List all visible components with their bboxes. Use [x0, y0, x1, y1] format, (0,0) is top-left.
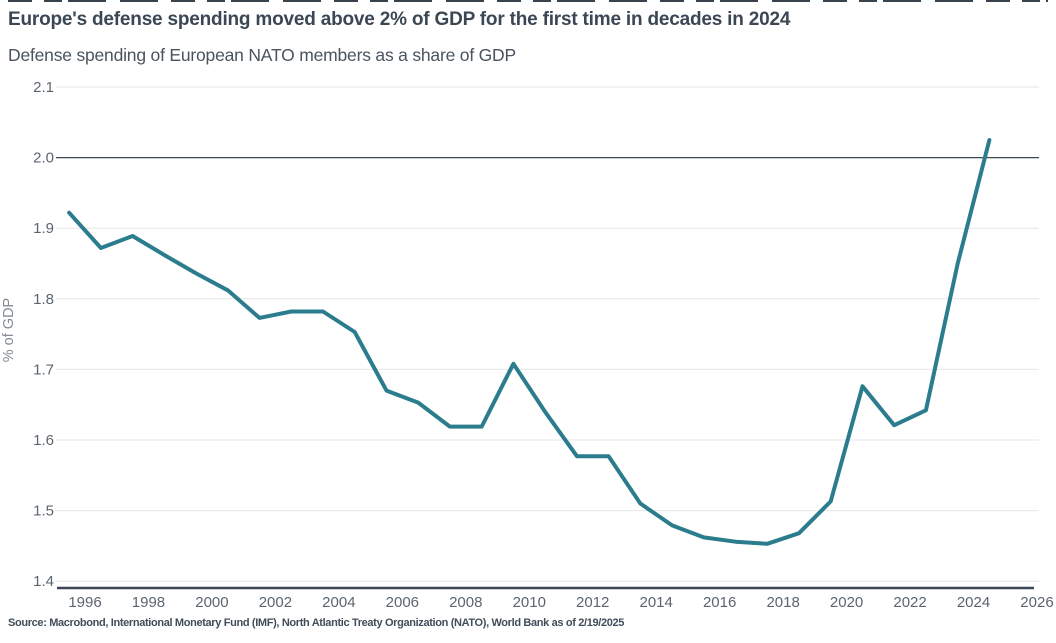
x-tick-label: 2000 — [195, 594, 228, 611]
x-tick-label: 2006 — [386, 594, 419, 611]
y-tick-label: 1.6 — [33, 432, 54, 449]
x-tick-label: 1998 — [132, 594, 165, 611]
y-tick-label: 1.5 — [33, 503, 54, 520]
cropped-text-artifact — [8, 0, 1048, 2]
x-tick-label: 2004 — [322, 594, 355, 611]
y-tick-label: 1.8 — [33, 291, 54, 308]
data-line — [67, 138, 992, 546]
y-tick-label: 2.1 — [33, 79, 54, 96]
source-note: Source: Macrobond, International Monetar… — [8, 617, 625, 629]
x-tick-label: 2016 — [703, 594, 736, 611]
y-tick-label: 1.9 — [33, 220, 54, 237]
chart-title: Europe's defense spending moved above 2%… — [8, 9, 791, 30]
y-axis-title: % of GDP — [1, 298, 17, 362]
x-tick-label: 2012 — [576, 594, 609, 611]
chart-subtitle: Defense spending of European NATO member… — [8, 45, 516, 65]
x-tick-label: 2014 — [640, 594, 673, 611]
x-tick-label: 2020 — [830, 594, 863, 611]
x-tick-label: 2018 — [766, 594, 799, 611]
y-tick-label: 1.7 — [33, 361, 54, 378]
x-tick-label: 2024 — [957, 594, 990, 611]
y-tick-label: 1.4 — [33, 573, 54, 590]
x-tick-label: 2002 — [259, 594, 292, 611]
x-tick-label: 2010 — [513, 594, 546, 611]
x-tick-label: 2008 — [449, 594, 482, 611]
y-tick-label: 2.0 — [33, 150, 54, 167]
x-tick-label: 2026 — [1020, 594, 1053, 611]
x-tick-label: 1996 — [68, 594, 101, 611]
x-tick-label: 2022 — [893, 594, 926, 611]
